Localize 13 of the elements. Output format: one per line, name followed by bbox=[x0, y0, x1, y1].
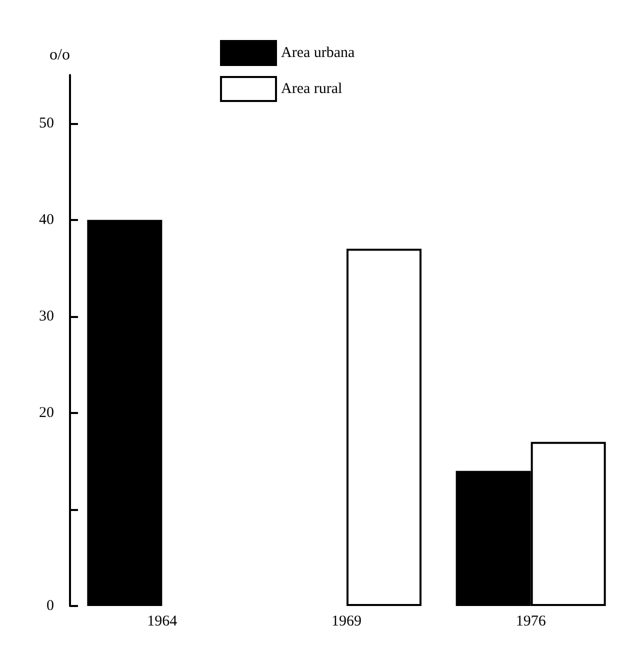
bar bbox=[346, 248, 422, 606]
y-tick-label: 0 bbox=[46, 598, 54, 614]
x-tick-label: 1969 bbox=[332, 614, 362, 630]
y-tick-label: 40 bbox=[39, 212, 54, 228]
legend-label: Area rural bbox=[281, 81, 342, 97]
x-tick-label: 1964 bbox=[147, 614, 178, 630]
legend-label: Area urbana bbox=[281, 45, 356, 61]
y-axis-title: o/o bbox=[50, 46, 70, 64]
bar bbox=[87, 220, 162, 606]
y-tick-label: 50 bbox=[39, 115, 54, 132]
y-tick-label: 20 bbox=[39, 404, 54, 421]
x-tick-label: 1976 bbox=[516, 614, 546, 630]
y-tick-label: 30 bbox=[39, 308, 54, 324]
